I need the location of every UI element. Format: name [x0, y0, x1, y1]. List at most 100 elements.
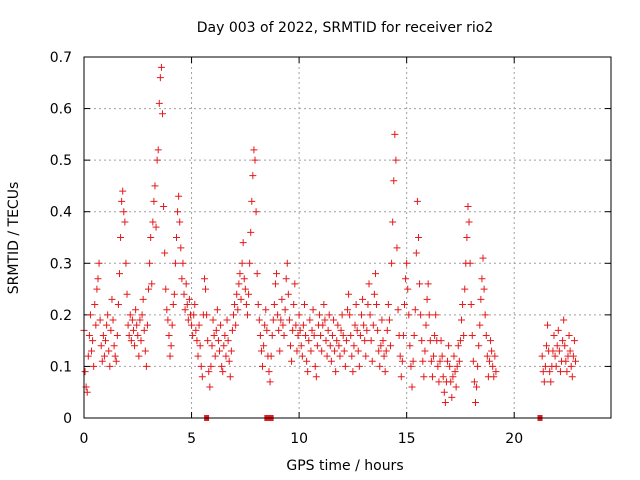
data-point — [203, 311, 211, 319]
data-point — [132, 306, 140, 314]
data-point — [107, 326, 115, 334]
data-point — [178, 275, 186, 283]
data-point — [188, 321, 196, 329]
y-tick-label: 0.5 — [50, 153, 72, 169]
data-point — [259, 362, 267, 370]
data-point — [363, 326, 371, 334]
data-point — [365, 280, 373, 288]
data-point — [560, 316, 568, 324]
data-point — [317, 331, 325, 339]
data-point — [198, 373, 206, 381]
data-point — [151, 182, 159, 190]
data-point — [359, 295, 367, 303]
data-point — [304, 368, 312, 376]
data-point — [219, 368, 227, 376]
data-point — [453, 362, 461, 370]
data-point — [299, 321, 307, 329]
data-point — [435, 378, 443, 386]
data-point — [323, 352, 331, 360]
data-point — [191, 301, 199, 309]
data-point — [300, 301, 308, 309]
data-point — [137, 337, 145, 345]
plot-frame — [83, 56, 612, 419]
data-point — [283, 259, 291, 267]
data-point — [375, 347, 383, 355]
data-point — [100, 352, 108, 360]
data-point — [133, 321, 141, 329]
data-point — [104, 311, 112, 319]
data-point — [237, 295, 245, 303]
data-point — [210, 331, 218, 339]
data-point — [279, 321, 287, 329]
data-point — [161, 249, 169, 257]
data-point — [445, 342, 453, 350]
data-point — [97, 342, 105, 350]
data-point — [326, 342, 334, 350]
data-point — [426, 337, 434, 345]
data-point — [140, 326, 148, 334]
data-point — [190, 311, 198, 319]
x-tick-label: 15 — [398, 431, 416, 447]
data-point — [211, 352, 219, 360]
data-point — [131, 342, 139, 350]
data-point — [298, 352, 306, 360]
data-point — [369, 321, 377, 329]
data-point — [380, 352, 388, 360]
data-point — [346, 311, 354, 319]
data-point — [143, 321, 151, 329]
data-point — [385, 316, 393, 324]
data-point — [93, 285, 101, 293]
data-point — [262, 306, 270, 314]
data-point — [320, 301, 328, 309]
data-point — [234, 306, 242, 314]
data-point — [148, 280, 156, 288]
data-point — [456, 337, 464, 345]
data-point — [325, 311, 333, 319]
data-point — [465, 218, 473, 226]
data-point — [318, 347, 326, 355]
data-point — [339, 331, 347, 339]
data-point — [147, 234, 155, 241]
data-point — [185, 295, 193, 303]
data-point — [235, 280, 243, 288]
y-tick-label: 0.3 — [50, 256, 72, 272]
data-point — [273, 270, 281, 278]
data-point — [129, 326, 137, 334]
data-point — [370, 290, 378, 298]
data-point — [274, 311, 282, 319]
data-point — [379, 337, 387, 345]
data-point — [207, 362, 215, 370]
data-point — [360, 321, 368, 329]
data-point — [239, 239, 247, 247]
data-point — [438, 352, 446, 360]
data-point — [167, 342, 175, 350]
data-point — [394, 306, 402, 314]
data-point — [217, 321, 225, 329]
data-point — [152, 223, 160, 231]
data-point — [236, 270, 244, 278]
data-point — [391, 130, 399, 138]
data-point — [81, 368, 89, 376]
data-point — [305, 337, 313, 345]
data-point — [233, 290, 241, 298]
data-point — [254, 301, 262, 309]
data-point — [177, 244, 185, 252]
data-point — [220, 342, 228, 350]
data-point — [270, 301, 278, 309]
data-point — [312, 373, 320, 381]
data-point — [92, 321, 100, 329]
data-point — [171, 259, 179, 267]
data-point — [238, 259, 246, 267]
data-point — [181, 306, 189, 314]
data-point — [449, 373, 457, 381]
data-point — [228, 326, 236, 334]
data-point — [469, 357, 477, 365]
data-point — [342, 337, 350, 345]
data-point — [157, 63, 165, 71]
data-point — [475, 342, 483, 350]
data-point — [218, 362, 226, 370]
data-point — [118, 197, 126, 205]
data-point — [295, 311, 303, 319]
data-point — [324, 326, 332, 334]
